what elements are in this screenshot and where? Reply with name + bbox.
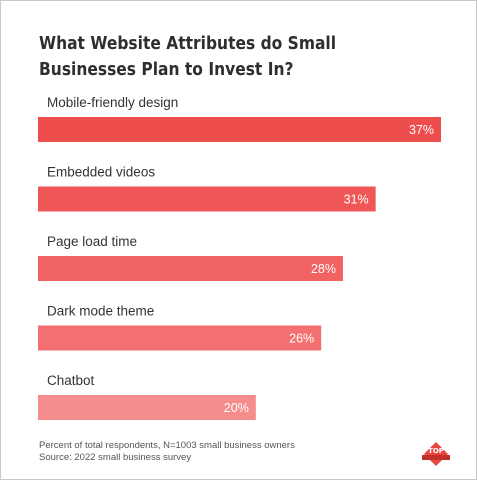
category-label: Page load time bbox=[47, 234, 137, 249]
chart-title: What Website Attributes do Small Busines… bbox=[39, 33, 337, 80]
bar-value-label: 26% bbox=[289, 332, 314, 346]
bar-value-label: 28% bbox=[311, 262, 336, 276]
footnote-respondents: Percent of total respondents, N=1003 sma… bbox=[39, 440, 295, 451]
chart-footnote: Percent of total respondents, N=1003 sma… bbox=[39, 440, 295, 464]
category-label: Dark mode theme bbox=[47, 304, 154, 319]
category-label: Chatbot bbox=[47, 373, 95, 388]
bar bbox=[38, 325, 322, 351]
bar-value-label: 37% bbox=[409, 123, 434, 137]
bar bbox=[38, 117, 441, 142]
category-label: Embedded videos bbox=[47, 165, 155, 180]
logo-text: TOP bbox=[428, 447, 444, 455]
bar-value-label: 31% bbox=[344, 193, 369, 207]
footnote-source: Source: 2022 small business survey bbox=[39, 452, 192, 463]
bar bbox=[38, 186, 376, 212]
bar bbox=[38, 395, 256, 420]
category-label: Mobile-friendly design bbox=[47, 95, 178, 110]
bar bbox=[38, 256, 343, 281]
bar-value-label: 20% bbox=[224, 401, 249, 415]
top-badge-icon: TOP bbox=[422, 442, 450, 466]
